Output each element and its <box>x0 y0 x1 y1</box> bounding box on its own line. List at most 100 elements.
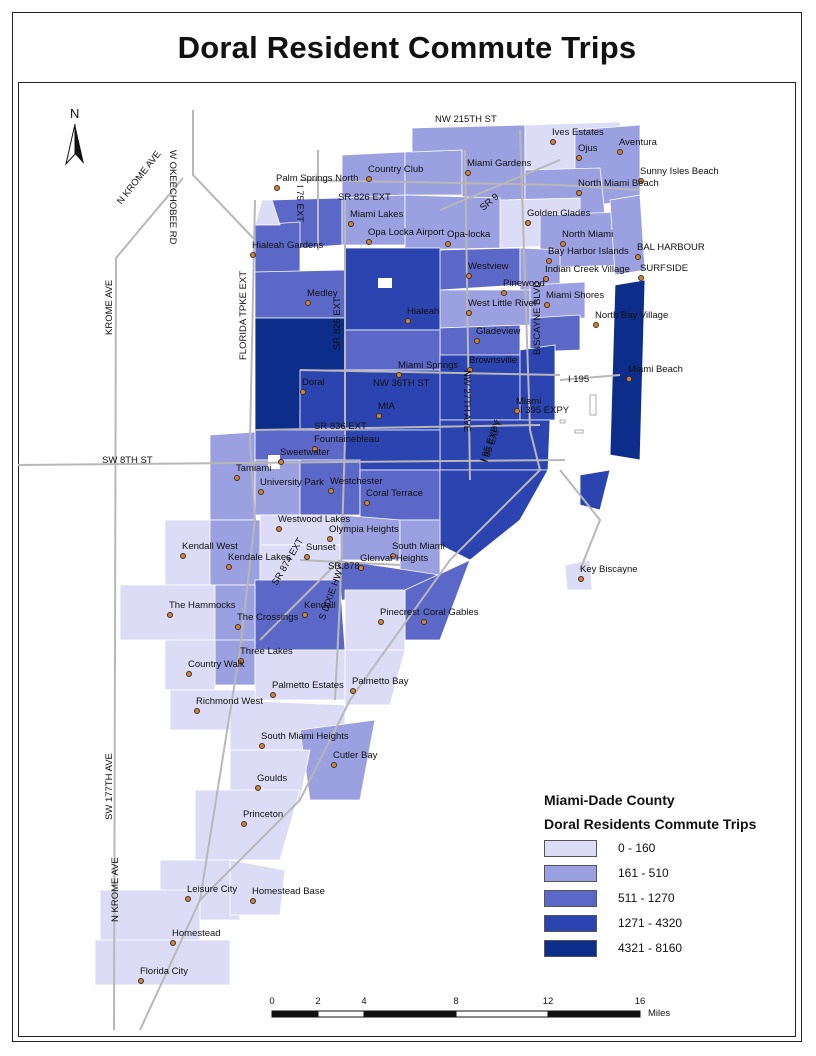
scale-tick-label: 4 <box>361 996 367 1007</box>
legend-title-2: Doral Residents Commute Trips <box>544 816 757 832</box>
place-marker <box>250 898 256 904</box>
place-marker <box>259 743 265 749</box>
road-label: SR 826 EXT <box>332 297 343 350</box>
place-marker <box>255 785 261 791</box>
place-label: The Crossings <box>237 612 299 623</box>
place-marker <box>350 688 356 694</box>
place-label: Opa Locka Airport <box>368 227 445 238</box>
tract-homestead-base <box>229 859 286 916</box>
place-label: Gladeview <box>476 326 521 337</box>
road-label: I 395 EXPY <box>520 405 570 416</box>
place-label: Kendall <box>304 600 336 611</box>
legend-classes: 0 - 160 161 - 510 511 - 1270 1271 - 4320 432… <box>540 840 800 965</box>
place-label: North Miami <box>562 229 614 240</box>
place-marker <box>235 624 241 630</box>
place-label: Hialeah <box>407 306 440 317</box>
place-marker <box>421 619 427 625</box>
scale-tick-label: 2 <box>315 996 321 1007</box>
place-label: South Miami Heights <box>261 731 349 742</box>
place-label: University Park <box>260 477 324 488</box>
scale-unit-label: Miles <box>648 1008 671 1019</box>
place-label: SURFSIDE <box>640 263 689 274</box>
tract-tamiami <box>209 431 256 521</box>
place-marker <box>376 413 382 419</box>
road-836 <box>254 424 541 431</box>
tract-key-biscayne <box>564 559 593 591</box>
place-marker <box>170 940 176 946</box>
north-label: N <box>70 106 80 121</box>
tract-north-bay <box>529 314 581 353</box>
place-label: West Little River <box>468 298 537 309</box>
place-marker <box>304 554 310 560</box>
scale-tick-label: 16 <box>634 996 646 1007</box>
road-label: I 75 EXT <box>294 185 305 222</box>
road-label: NW 215TH ST <box>435 114 497 125</box>
place-marker <box>226 564 232 570</box>
place-marker <box>327 536 333 542</box>
road-sr9 <box>439 159 561 211</box>
place-marker <box>366 239 372 245</box>
place-marker <box>474 338 480 344</box>
place-label: Miami Gardens <box>467 158 532 169</box>
legend-class: 1271 - 4320 <box>544 915 744 933</box>
scale-tick-label: 0 <box>269 996 275 1007</box>
place-marker <box>278 459 284 465</box>
place-label: Sunset <box>306 542 336 553</box>
place-marker <box>396 372 402 378</box>
place-marker <box>358 565 364 571</box>
place-label: Aventura <box>619 137 657 148</box>
place-marker <box>238 658 244 664</box>
place-label: The Hammocks <box>169 600 236 611</box>
bay-island <box>574 429 584 434</box>
legend-swatch <box>544 940 597 957</box>
place-label: Goulds <box>257 773 288 784</box>
road-label: SR 826 EXT <box>338 192 391 203</box>
place-label: Key Biscayne <box>580 564 638 575</box>
place-label: Indian Creek Village <box>545 264 630 275</box>
place-marker <box>638 275 644 281</box>
road-195 <box>559 374 621 381</box>
road-label: SR 836 EXT <box>314 421 367 432</box>
place-marker <box>185 896 191 902</box>
place-label: Miami Beach <box>628 364 683 375</box>
place-marker <box>576 155 582 161</box>
road-874 <box>259 559 341 641</box>
scale-tick-label: 8 <box>453 996 459 1007</box>
road-8th <box>17 459 566 466</box>
place-marker <box>250 252 256 258</box>
legend-title-1: Miami-Dade County <box>544 792 675 808</box>
road-label: KROME AVE <box>104 279 115 335</box>
place-marker <box>560 241 566 247</box>
place-label: Sunny Isles Beach <box>640 166 719 177</box>
place-label: Medley <box>307 288 338 299</box>
place-label: Palm Springs North <box>276 173 359 184</box>
place-marker <box>467 367 473 373</box>
place-marker <box>186 671 192 677</box>
place-marker <box>501 290 507 296</box>
road-label: N KROME AVE <box>110 857 121 922</box>
place-marker <box>635 254 641 260</box>
road-key-b <box>559 469 602 571</box>
tract-virginia-key <box>579 469 611 511</box>
road-826 <box>334 200 346 701</box>
road-krome-n <box>113 177 184 1031</box>
legend-label: 4321 - 8160 <box>618 941 683 955</box>
place-label: Three Lakes <box>240 646 293 657</box>
place-marker <box>241 821 247 827</box>
place-label: Pinewood <box>503 278 545 289</box>
legend-swatch <box>544 865 597 882</box>
place-label: Fountainebleau <box>314 434 380 445</box>
place-marker <box>258 489 264 495</box>
road-label: NW 36TH ST <box>373 378 430 389</box>
place-marker <box>276 526 282 532</box>
place-label: North Miami Beach <box>578 178 659 189</box>
place-marker <box>405 318 411 324</box>
tract-opa <box>404 194 501 251</box>
road-label: BISCAYNE BLVD <box>532 280 543 355</box>
place-label: Opa-locka <box>447 229 491 240</box>
place-label: Kendall West <box>182 541 238 552</box>
place-marker <box>194 708 200 714</box>
place-marker <box>465 170 471 176</box>
road-878 <box>299 559 401 566</box>
